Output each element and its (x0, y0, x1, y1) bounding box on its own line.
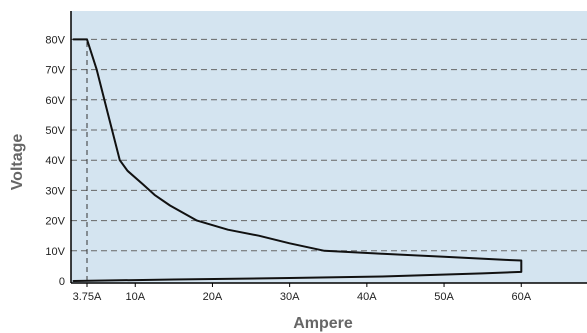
series-group (72, 38, 523, 282)
x-tick-label: 50A (434, 291, 454, 303)
y-tick-label: 50V (45, 125, 65, 137)
gridlines (71, 38, 587, 252)
x-tick-label: 60A (511, 291, 531, 303)
y-tick-label: 60V (45, 95, 65, 107)
x-tick-label: 30A (280, 291, 300, 303)
y-tick-label: 80V (45, 34, 65, 46)
x-axis-title: Ampere (293, 315, 353, 332)
y-tick-labels: 0 10V 20V 30V 40V 50V 60V 70V 80V (45, 34, 65, 288)
y-tick-label: 10V (45, 246, 65, 258)
y-tick-label: 70V (45, 65, 65, 77)
y-axis-title: Voltage (9, 134, 26, 191)
y-tick-label: 30V (45, 185, 65, 197)
x-tick-label: 10A (125, 291, 145, 303)
x-tick-label: 40A (357, 291, 377, 303)
y-tick-label: 20V (45, 216, 65, 228)
plot-area (71, 11, 587, 283)
series-line (72, 38, 523, 282)
y-tick-label: 0 (59, 276, 65, 288)
x-tick-label: 3.75A (73, 291, 102, 303)
x-tick-labels: 3.75A 10A 20A 30A 40A 50A 60A (73, 283, 532, 303)
x-tick-label: 20A (203, 291, 223, 303)
y-tick-label: 40V (45, 155, 65, 167)
